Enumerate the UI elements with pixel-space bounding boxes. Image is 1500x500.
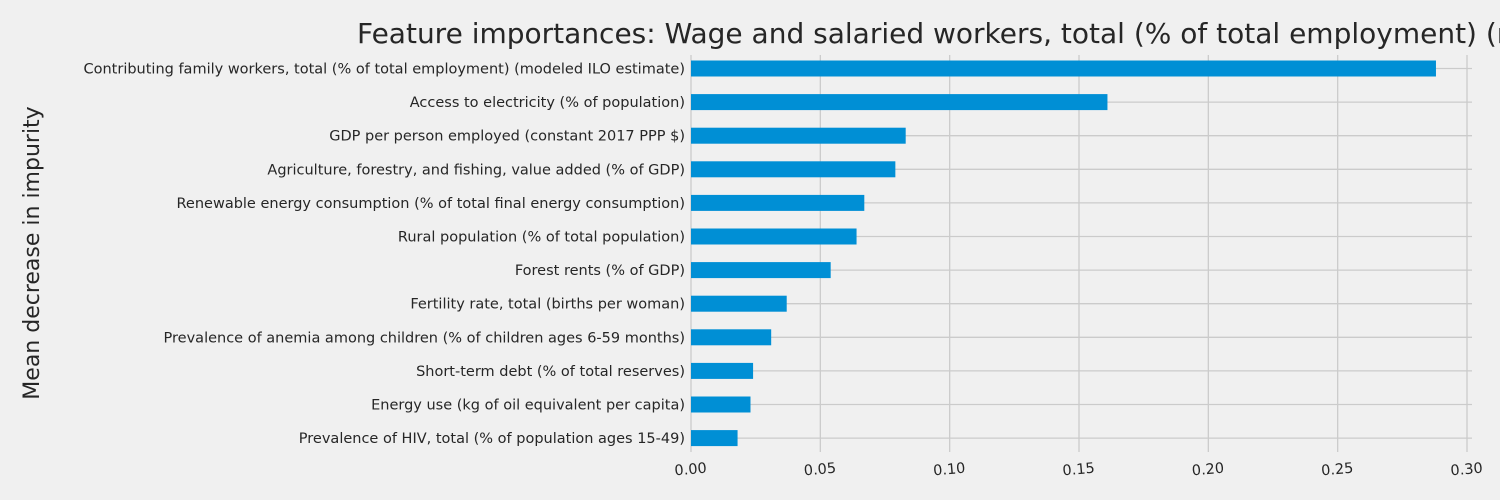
category-label-1: Access to electricity (% of population): [410, 95, 685, 111]
bar-9: [691, 362, 754, 379]
chart-title: Feature importances: Wage and salaried w…: [357, 17, 1500, 50]
category-label-6: Forest rents (% of GDP): [515, 263, 685, 279]
bar-6: [691, 262, 831, 279]
bar-5: [691, 228, 857, 245]
category-label-0: Contributing family workers, total (% of…: [83, 62, 685, 78]
bars: [691, 60, 1436, 447]
x-tick-label-2: 0.10: [933, 461, 967, 480]
x-tick-label-5: 0.25: [1321, 461, 1355, 480]
category-labels: Contributing family workers, total (% of…: [83, 62, 685, 448]
bar-11: [691, 430, 738, 447]
category-label-3: Agriculture, forestry, and fishing, valu…: [267, 162, 685, 178]
bar-3: [691, 161, 896, 178]
bar-0: [691, 60, 1436, 77]
x-tick-label-0: 0.00: [674, 461, 708, 480]
category-label-5: Rural population (% of total population): [398, 230, 685, 246]
x-tick-label-4: 0.20: [1191, 461, 1225, 480]
category-label-10: Energy use (kg of oil equivalent per cap…: [371, 398, 685, 414]
bar-7: [691, 295, 787, 312]
bar-10: [691, 396, 751, 413]
bar-2: [691, 127, 906, 144]
y-axis-label: Mean decrease in impurity: [20, 106, 45, 399]
x-tick-label-6: 0.30: [1450, 461, 1484, 480]
category-label-4: Renewable energy consumption (% of total…: [177, 196, 686, 212]
x-tick-labels: 0.00 0.05 0.10 0.15 0.20 0.25 0.30: [674, 461, 1484, 480]
bar-4: [691, 194, 865, 211]
bar-1: [691, 94, 1108, 111]
x-tick-label-3: 0.15: [1062, 461, 1096, 480]
category-label-7: Fertility rate, total (births per woman): [410, 297, 685, 313]
category-label-11: Prevalence of HIV, total (% of populatio…: [299, 431, 685, 447]
category-label-8: Prevalence of anemia among children (% o…: [164, 330, 685, 346]
x-tick-label-1: 0.05: [803, 461, 837, 480]
bar-8: [691, 329, 772, 346]
category-label-9: Short-term debt (% of total reserves): [416, 364, 685, 380]
category-label-2: GDP per person employed (constant 2017 P…: [329, 129, 685, 145]
